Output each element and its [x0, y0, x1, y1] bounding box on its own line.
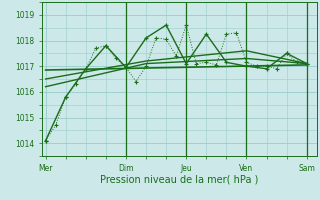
- X-axis label: Pression niveau de la mer( hPa ): Pression niveau de la mer( hPa ): [100, 174, 258, 184]
